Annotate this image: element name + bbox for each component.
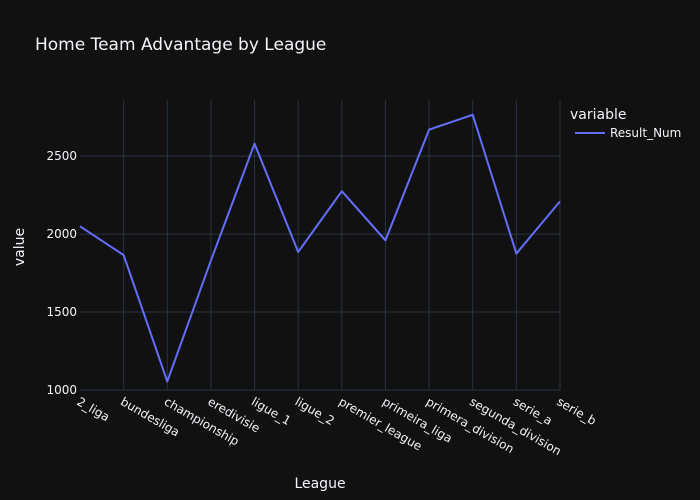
series-line-result-num[interactable] (79, 113, 561, 383)
data-point[interactable] (557, 198, 563, 204)
data-point[interactable] (382, 237, 388, 243)
data-point[interactable] (295, 249, 301, 255)
y-tick-label: 2500 (46, 149, 77, 163)
data-point[interactable] (208, 258, 214, 264)
data-point[interactable] (121, 252, 127, 258)
y-tick-label: 1000 (46, 383, 77, 397)
y-tick-label: 1500 (46, 305, 77, 319)
data-point[interactable] (164, 378, 170, 384)
legend-title: variable (570, 107, 626, 123)
x-axis-title: League (294, 476, 345, 492)
data-point[interactable] (252, 141, 258, 147)
y-tick-label: 2000 (46, 227, 77, 241)
legend[interactable]: variable Result_Num (570, 107, 681, 140)
legend-item-result-num[interactable]: Result_Num (610, 126, 681, 140)
y-axis-title: value (12, 228, 28, 266)
data-point[interactable] (513, 251, 519, 257)
data-point[interactable] (426, 127, 432, 133)
data-point[interactable] (77, 223, 83, 229)
chart-title: Home Team Advantage by League (35, 35, 326, 55)
data-point[interactable] (470, 112, 476, 118)
data-point[interactable] (339, 188, 345, 194)
